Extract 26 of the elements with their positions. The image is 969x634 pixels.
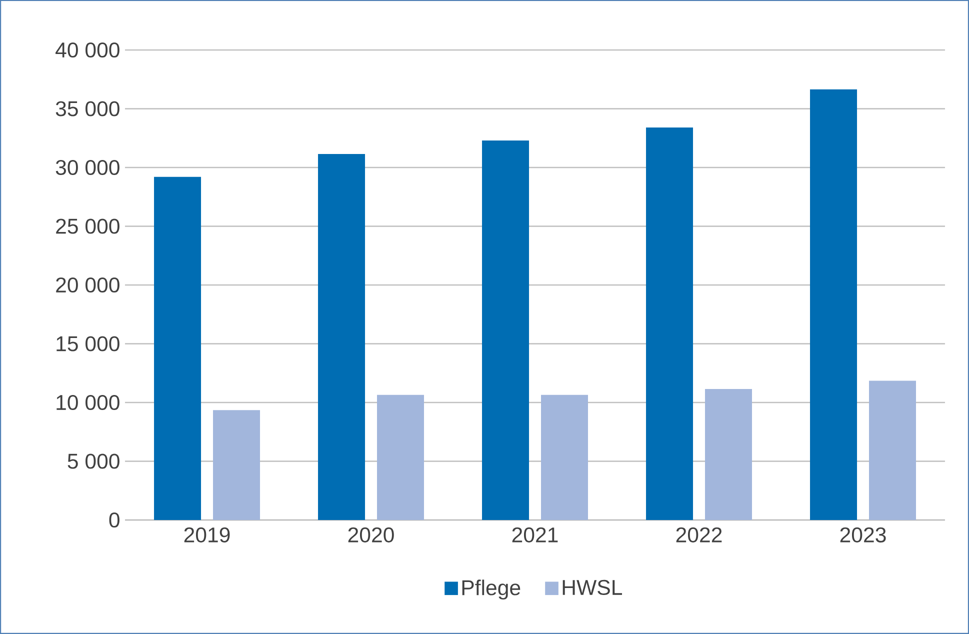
- x-tick-label: 2023: [840, 527, 886, 542]
- y-tick-label: 40 000: [56, 42, 120, 58]
- legend-label: Pflege: [462, 580, 520, 600]
- bar: [810, 89, 858, 520]
- bar: [377, 394, 424, 520]
- y-tick-label: 35 000: [56, 101, 120, 116]
- x-tick-label: 2020: [348, 527, 394, 542]
- y-tick-label: 0: [109, 512, 120, 528]
- y-tick-label: 15 000: [56, 336, 120, 352]
- x-tick-label: 2019: [184, 527, 230, 542]
- y-tick-label: 30 000: [56, 160, 120, 176]
- y-tick-label: 5 000: [68, 454, 120, 469]
- bar: [482, 140, 530, 520]
- bar: [154, 176, 202, 520]
- bar: [540, 394, 588, 520]
- x-tick-label: 2021: [512, 527, 558, 542]
- bar: [705, 388, 752, 520]
- legend-label: HWSL: [562, 580, 622, 596]
- bar: [318, 154, 366, 520]
- bar: [213, 410, 260, 520]
- y-tick-label: 25 000: [56, 218, 120, 234]
- bar: [646, 128, 694, 520]
- bar: [869, 380, 916, 520]
- y-tick-label: 10 000: [56, 394, 120, 410]
- y-tick-label: 20 000: [56, 277, 120, 293]
- x-tick-label: 2022: [676, 527, 722, 542]
